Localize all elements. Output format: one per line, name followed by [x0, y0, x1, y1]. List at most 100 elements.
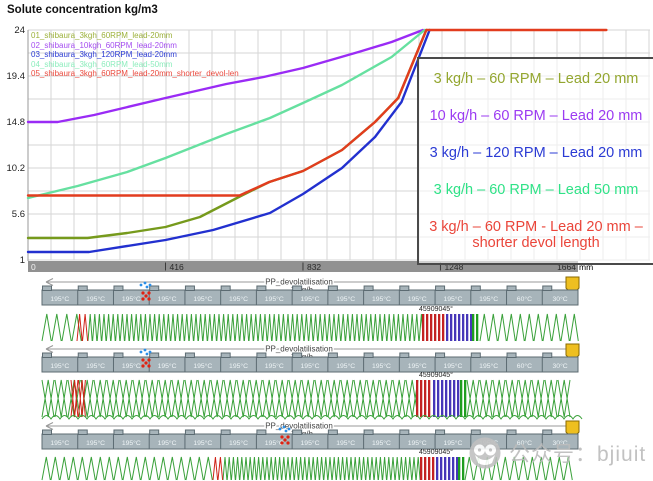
x-tick-label: 0	[31, 262, 36, 272]
vent-marker-red-dots	[141, 358, 151, 368]
extruder-row-2: PP_devolatilisation3 kg/h195°C195°C195°C…	[41, 343, 583, 420]
kneading-block-label: 45909045°	[419, 371, 453, 379]
barrel-temp-label: 195°C	[372, 295, 391, 303]
barrel: 195°C 195°C 195°C 195°C 195°C 195°C 195°C 195°C…	[41, 281, 579, 306]
barrel: 195°C 195°C 195°C 195°C 195°C 195°C 195°C 195°C…	[41, 348, 579, 373]
barrel-temp-label: 195°C	[265, 362, 284, 370]
barrel-temp-label: 30°C	[553, 295, 568, 303]
flow-arrow	[45, 345, 566, 353]
barrel-temp-label: 195°C	[122, 295, 141, 303]
barrel-temp-label: 195°C	[301, 295, 320, 303]
y-axis-labels: 24 19.4 14.8 10.2 5.6 1	[7, 25, 26, 266]
barrel-temp-label: 195°C	[479, 295, 498, 303]
inline-legend-entry: 01_shibaura_3kgh_60RPM_lead-20mm	[31, 31, 173, 40]
inline-legend-entry: 05_shibaura_3kgh_60RPM_lead-20mm_shorter…	[31, 69, 239, 79]
barrel-temp-label: 195°C	[408, 439, 427, 447]
barrel-temp-label: 30°C	[553, 439, 568, 447]
barrel-temp-label: 195°C	[336, 295, 355, 303]
vent-marker-blue-dots	[139, 281, 152, 289]
barrel-temp-label: 195°C	[158, 362, 177, 370]
barrel: 195°C 195°C 195°C 195°C 195°C 195°C 195°C 195°C…	[41, 425, 579, 450]
x-tick-label: 1664	[557, 262, 576, 272]
x-axis-unit: mm	[579, 262, 593, 272]
y-tick-label: 24	[14, 25, 25, 36]
barrel-temp-label: 195°C	[372, 362, 391, 370]
barrel-temp-label: 195°C	[193, 295, 212, 303]
y-tick-label: 19.4	[7, 71, 26, 82]
flow-label: PP_devolatilisation	[265, 278, 333, 287]
barrel-temp-label: 195°C	[50, 362, 69, 370]
curve-02_shibaura_10kgh_60RPM_lead-20mm	[26, 28, 425, 124]
barrel-temp-label: 195°C	[50, 295, 69, 303]
inline-legend-entry: 03_shibaura_3kgh_120RPM_lead-20mm	[31, 50, 177, 60]
barrel-temp-label: 195°C	[122, 362, 141, 370]
barrel-temp-label: 195°C	[193, 439, 212, 447]
screw-profile	[41, 456, 573, 481]
inline-legend-entry: 02_shibaura_10kgh_60RPM_lead-20mm	[31, 40, 177, 50]
barrel-temp-label: 60°C	[517, 439, 532, 447]
vent-marker-blue-dots	[139, 348, 152, 356]
barrel-temp-label: 60°C	[517, 362, 532, 370]
kneading-block-label: 45909045°	[419, 448, 453, 456]
barrel-temp-label: 195°C	[408, 362, 427, 370]
barrel-temp-label: 195°C	[301, 362, 320, 370]
extruder-row-1: PP_devolatilisation3 kg/h195°C195°C195°C…	[41, 276, 580, 342]
barrel-temp-label: 195°C	[443, 439, 462, 447]
barrel-temp-label: 195°C	[265, 295, 284, 303]
barrel-temp-label: 195°C	[336, 439, 355, 447]
barrel-temp-label: 195°C	[229, 295, 248, 303]
extruder-row-3: PP_devolatilisation3 kg/h195°C195°C195°C…	[41, 420, 580, 481]
barrel-temp-label: 195°C	[443, 295, 462, 303]
x-tick-label: 832	[307, 262, 321, 272]
vent-marker-red-dots	[280, 435, 290, 445]
barrel-temp-label: 195°C	[408, 295, 427, 303]
barrel-temp-label: 195°C	[336, 362, 355, 370]
curve-03_shibaura_3kgh_120RPM_lead-20mm	[26, 28, 431, 254]
curve-05_shibaura_3kgh_60RPM_lead-20mm_shorter_devol-len	[26, 28, 608, 197]
watermark: 公众号：bjiuit	[468, 436, 646, 470]
barrel-temp-label: 195°C	[50, 439, 69, 447]
inline-legend: 01_shibaura_3kgh_60RPM_lead-20mm 02_shiba…	[31, 31, 239, 79]
flow-arrow	[45, 278, 566, 286]
barrel-temp-label: 195°C	[193, 362, 212, 370]
barrel-temp-label: 195°C	[86, 362, 105, 370]
y-tick-label: 14.8	[7, 117, 26, 128]
x-tick-label: 1248	[444, 262, 463, 272]
chart-title: Solute concentration kg/m3	[7, 4, 158, 16]
y-tick-label: 1	[20, 255, 25, 266]
legend-box[interactable]: 3 kg/h – 60 RPM – Lead 20 mm 10 kg/h – 60…	[417, 57, 653, 265]
barrel-temp-label: 195°C	[158, 295, 177, 303]
legend-box-entry: 3 kg/h – 60 RPM – Lead 20 mm	[433, 71, 639, 88]
barrel-temp-label: 195°C	[265, 439, 284, 447]
barrel-temp-label: 195°C	[86, 439, 105, 447]
x-tick-label: 416	[169, 262, 183, 272]
barrel-temp-label: 60°C	[517, 295, 532, 303]
y-tick-label: 10.2	[7, 163, 26, 174]
barrel-temp-label: 195°C	[229, 439, 248, 447]
curve-04_shibaura_3kgh_60RPM_lead-50mm	[26, 28, 426, 200]
barrel-temp-label: 30°C	[553, 362, 568, 370]
barrel-temp-label: 195°C	[229, 362, 248, 370]
legend-box-entry: 3 kg/h – 60 RPM - Lead 20 mm – shorter d…	[429, 218, 643, 251]
barrel-temp-label: 195°C	[301, 439, 320, 447]
screw-profile	[41, 379, 583, 420]
barrel-temp-label: 195°C	[158, 439, 177, 447]
wechat-logo-icon	[469, 437, 501, 469]
flow-label: PP_devolatilisation	[265, 345, 333, 354]
kneading-block-label: 45909045°	[419, 305, 453, 313]
flow-arrow	[45, 422, 566, 430]
y-tick-label: 5.6	[12, 209, 25, 220]
vent-marker-red-dots	[141, 291, 151, 301]
inline-legend-entry: 04_shibaura_3kgh_60RPM_lead-50mm	[31, 59, 173, 69]
barrel-temp-label: 195°C	[443, 362, 462, 370]
chart-curves	[26, 28, 608, 254]
legend-box-entry: 10 kg/h – 60 RPM – Lead 20 mm	[429, 108, 643, 125]
barrel-temp-label: 195°C	[372, 439, 391, 447]
vent-marker-blue-dots	[278, 425, 291, 433]
screw-profile	[41, 313, 579, 342]
legend-box-entry: 3 kg/h – 120 RPM – Lead 20 mm	[429, 144, 643, 161]
barrel-temp-label: 195°C	[479, 362, 498, 370]
barrel-temp-label: 195°C	[86, 295, 105, 303]
legend-box-entry: 3 kg/h – 60 RPM – Lead 50 mm	[433, 181, 639, 198]
barrel-temp-label: 195°C	[122, 439, 141, 447]
